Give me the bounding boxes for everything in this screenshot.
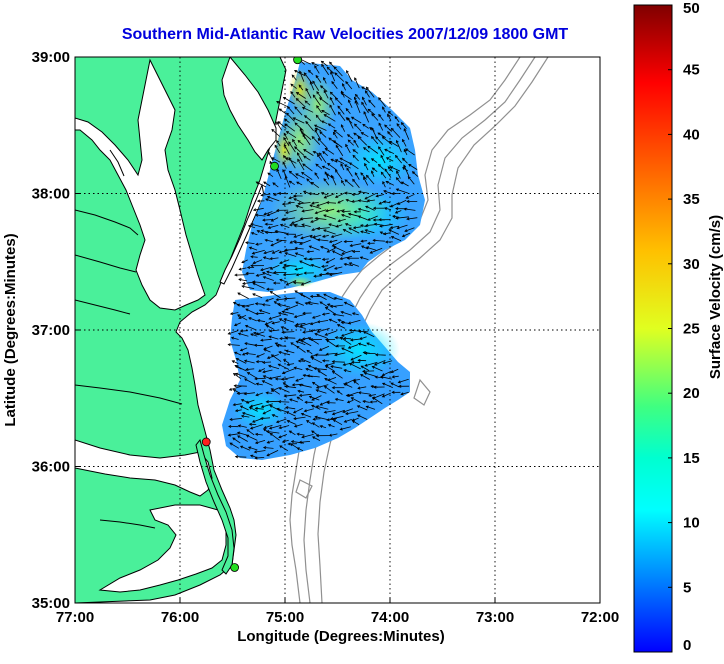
x-tick-label: 74:00 [371, 609, 409, 626]
colorbar-tick-label: 15 [683, 450, 700, 467]
colorbar-tick-label: 25 [683, 321, 700, 338]
map-area [75, 56, 600, 603]
radar-site-marker [202, 438, 210, 446]
x-tick-label: 76:00 [161, 609, 199, 626]
velocity-vector [266, 401, 278, 402]
y-tick-label: 37:00 [32, 322, 70, 339]
x-axis-label: Longitude (Degrees:Minutes) [237, 628, 445, 645]
figure-title: Southern Mid-Atlantic Raw Velocities 200… [122, 26, 569, 43]
y-tick-label: 38:00 [32, 186, 70, 203]
x-tick-label: 75:00 [266, 609, 304, 626]
x-tick-label: 73:00 [476, 609, 514, 626]
colorbar-label: Surface Velocity (cm/s) [707, 215, 724, 379]
y-tick-label: 35:00 [32, 595, 70, 612]
colorbar-tick-label: 30 [683, 256, 700, 273]
colorbar-tick-label: 45 [683, 62, 700, 79]
velocity-vector [279, 402, 290, 403]
velocity-vector [234, 386, 247, 387]
velocity-vector [294, 283, 304, 284]
x-tick-label: 72:00 [581, 609, 619, 626]
colorbar-tick-label: 5 [683, 579, 691, 596]
radar-site-marker [231, 564, 239, 572]
y-tick-labels: 39:00 38:00 37:00 36:00 35:00 [32, 49, 80, 612]
velocity-vector [363, 371, 374, 372]
y-axis-label: Latitude (Degrees:Minutes) [2, 233, 19, 426]
colorbar-ticks: 0 5 10 15 20 25 30 35 40 45 50 [668, 0, 700, 654]
colorbar-tick-label: 20 [683, 385, 700, 402]
velocity-vector [286, 338, 296, 339]
colorbar-tick-label: 10 [683, 515, 700, 532]
colorbar-tick-label: 0 [683, 637, 691, 654]
colorbar-tick-label: 40 [683, 126, 700, 143]
colorbar: 0 5 10 15 20 25 30 35 40 45 50 Surface Velocity (c… [634, 0, 724, 654]
y-tick-label: 36:00 [32, 459, 70, 476]
colorbar-tick-label: 35 [683, 191, 700, 208]
y-tick-label: 39:00 [32, 49, 70, 66]
colorbar-tick-label: 50 [683, 0, 700, 17]
velocity-yellow-patch-1 [288, 68, 312, 112]
radar-site-marker [271, 162, 279, 170]
velocity-green-patch-4 [286, 276, 314, 288]
colorbar-gradient [634, 5, 672, 652]
